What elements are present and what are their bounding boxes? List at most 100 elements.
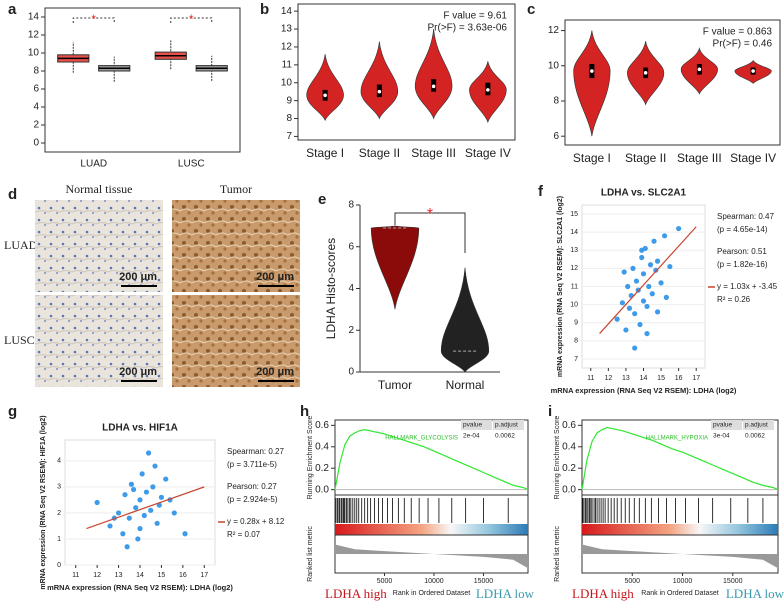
y-tick-label: 1 — [57, 536, 61, 543]
table-cell — [743, 431, 774, 441]
x-tick-label: 10000 — [673, 578, 693, 585]
point — [614, 316, 620, 322]
x-axis-label: Rank in Ordered Dataset — [641, 590, 718, 597]
stat-text: R² = 0.26 — [717, 295, 751, 304]
point — [150, 484, 156, 490]
ihc-image — [35, 200, 163, 292]
low-label: LDHA low — [476, 586, 535, 601]
y-axis-label: mRNA expression (RNA Seq V2 RSEM): SLC2A… — [557, 196, 564, 377]
x-tick-label: Stage II — [359, 146, 400, 160]
y-tick-label: 10 — [281, 77, 293, 88]
y-tick-label: 7 — [574, 356, 578, 363]
stat-text: (p = 2.924e-5) — [227, 495, 278, 504]
rank-heat — [335, 524, 528, 535]
metric-label: Ranked list metric — [554, 526, 561, 582]
sig-bracket — [72, 17, 115, 23]
y-tick-label: 10 — [570, 301, 578, 308]
median-dot — [431, 84, 436, 89]
point — [135, 536, 141, 542]
x-tick-label: Stage IV — [465, 146, 511, 160]
stat-text: Pearson: 0.27 — [227, 482, 277, 491]
y-tick-label: 12 — [28, 30, 40, 41]
y-tick-label: 12 — [281, 42, 293, 53]
point — [667, 263, 673, 270]
stat-text: Pr(>F) = 0.46 — [713, 39, 773, 50]
scale-label: 200 μm — [256, 366, 294, 378]
point — [640, 271, 647, 277]
y-axis-label: Running Enrichment Score — [307, 416, 314, 500]
low-label: LDHA low — [726, 586, 784, 601]
median-dot — [590, 69, 594, 73]
fit-line — [86, 486, 205, 530]
stat-text: y = 1.03x + -3.45 — [717, 282, 778, 291]
x-tick-label: 15 — [158, 572, 166, 579]
y-tick-label: 4 — [57, 458, 61, 465]
x-tick-label: 12 — [604, 375, 612, 382]
point — [661, 233, 668, 239]
y-tick-label: 12 — [570, 265, 578, 272]
point — [623, 327, 629, 333]
x-tick-label: Stage III — [411, 146, 456, 160]
point — [141, 512, 147, 519]
y-tick-label: 11 — [282, 59, 293, 70]
median-dot — [377, 89, 382, 94]
stat-text: y = 0.28x + 8.12 — [227, 517, 285, 526]
violin — [306, 54, 344, 122]
y-tick-label: 0 — [348, 367, 354, 378]
table-text: 0.0062 — [745, 433, 765, 440]
y-tick-label: 0.0 — [315, 484, 329, 495]
violin — [573, 30, 611, 137]
x-tick-label: LUSC — [178, 159, 205, 170]
x-tick-label: 5000 — [624, 578, 640, 585]
sig-bracket — [394, 212, 466, 253]
table-cell — [461, 420, 492, 430]
high-label: LDHA high — [572, 586, 634, 601]
table-text: 2e-04 — [463, 433, 480, 440]
stat-text: F value = 9.61 — [443, 11, 507, 22]
point — [126, 515, 132, 521]
plot-frame — [297, 3, 516, 141]
median-dot — [323, 93, 327, 98]
y-tick-label: 4 — [33, 102, 39, 113]
chart-title: LDHA vs. HIF1A — [102, 423, 178, 434]
panel-label: d — [8, 186, 17, 203]
point — [94, 499, 100, 506]
table-cell — [493, 431, 524, 441]
x-axis-label: Rank in Ordered Dataset — [393, 590, 470, 597]
y-tick-label: 8 — [33, 66, 39, 77]
y-tick-label: 0.2 — [562, 463, 576, 474]
y-tick-label: 14 — [570, 229, 578, 236]
y-tick-label: 0 — [33, 138, 39, 149]
point — [128, 481, 135, 487]
stat-text: Pr(>F) = 3.63e-06 — [428, 23, 508, 34]
table-text: 3e-04 — [713, 433, 730, 440]
y-tick-label: 8 — [286, 113, 292, 124]
y-tick-label: 15 — [570, 211, 578, 218]
stat-text: R² = 0.07 — [227, 530, 261, 539]
point — [639, 254, 645, 261]
y-tick-label: 3 — [57, 484, 61, 491]
point — [145, 450, 152, 456]
point — [632, 311, 638, 317]
median-dot — [751, 69, 755, 73]
point — [676, 225, 682, 232]
y-tick-label: 12 — [548, 25, 560, 36]
y-tick-label: 6 — [348, 241, 354, 252]
x-tick-label: 16 — [675, 375, 683, 382]
x-tick-label: 13 — [622, 375, 630, 382]
x-tick-label: 15000 — [474, 578, 494, 585]
column-label: Normal tissue — [66, 182, 133, 196]
y-axis-label: mRNA expression (RNA Seq V2 RSEM): HIF1A… — [40, 415, 47, 589]
x-tick-label: Stage III — [677, 151, 722, 165]
point — [637, 321, 643, 328]
point — [646, 283, 652, 290]
stat-text: F value = 0.863 — [703, 27, 773, 38]
x-tick-label: 15 — [657, 375, 665, 382]
y-tick-label: 8 — [348, 200, 354, 211]
stat-text: (p = 3.711e-5) — [227, 460, 277, 469]
point — [626, 305, 633, 311]
y-tick-label: 10 — [548, 60, 560, 71]
panel-label: a — [8, 1, 17, 18]
x-tick-label: 12 — [93, 572, 101, 579]
